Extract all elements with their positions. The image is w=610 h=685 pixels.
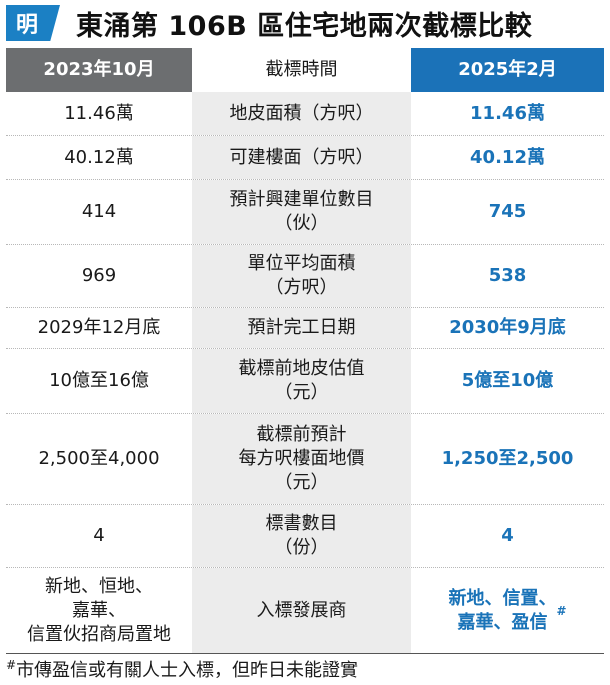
column-header-2023: 2023年10月 bbox=[6, 48, 192, 92]
page-title: 東涌第 106B 區住宅地兩次截標比較 bbox=[76, 11, 533, 42]
cell-2025: 11.46萬 bbox=[470, 102, 545, 124]
cell-2025: 4 bbox=[501, 525, 514, 546]
cell-2023: 2029年12月底 bbox=[37, 317, 161, 338]
cell-2025-developers: 新地、信置、 嘉華、盈信 # bbox=[411, 568, 604, 653]
cell-2025: 2030年9月底 bbox=[449, 317, 566, 338]
cell-2023: 40.12萬 bbox=[64, 146, 134, 168]
table-row: 2,500至4,000 截標前預計 每方呎樓面地價 （元） 1,250至2,50… bbox=[6, 414, 604, 505]
cell-2025: 745 bbox=[488, 201, 527, 222]
table-row: 969 單位平均面積 （方呎） 538 bbox=[6, 245, 604, 308]
row-label: 截標前預計 每方呎樓面地價 （元） bbox=[192, 414, 411, 504]
cell-2025: 5億至10億 bbox=[461, 370, 554, 391]
cell-2025: 40.12萬 bbox=[470, 146, 545, 168]
ming-pao-logo: 明 bbox=[6, 5, 60, 41]
footnote-mark: # bbox=[556, 603, 567, 618]
table-row: 414 預計興建單位數目 （伙） 745 bbox=[6, 180, 604, 245]
row-label: 地皮面積（方呎） bbox=[192, 92, 411, 135]
table-row: 2029年12月底 預計完工日期 2030年9月底 bbox=[6, 308, 604, 349]
cell-2023: 414 bbox=[81, 201, 117, 222]
logo-text: 明 bbox=[16, 13, 39, 38]
table-row: 11.46萬 地皮面積（方呎） 11.46萬 bbox=[6, 92, 604, 136]
row-label: 截標前地皮估值 （元） bbox=[192, 349, 411, 413]
table-row: 10億至16億 截標前地皮估值 （元） 5億至10億 bbox=[6, 349, 604, 414]
column-header-label: 截標時間 bbox=[192, 48, 411, 92]
row-label: 預計興建單位數目 （伙） bbox=[192, 180, 411, 244]
row-label: 可建樓面（方呎） bbox=[192, 136, 411, 179]
footnote: #市傳盈信或有關人士入標，但昨日未能證實 bbox=[6, 656, 358, 682]
table-row: 40.12萬 可建樓面（方呎） 40.12萬 bbox=[6, 136, 604, 180]
cell-2023: 4 bbox=[93, 525, 105, 546]
cell-2025: 1,250至2,500 bbox=[441, 448, 574, 469]
cell-2023: 2,500至4,000 bbox=[38, 448, 160, 469]
row-label: 預計完工日期 bbox=[192, 308, 411, 348]
table-row: 4 標書數目 （份） 4 bbox=[6, 505, 604, 568]
cell-2023: 11.46萬 bbox=[64, 102, 134, 124]
row-label: 入標發展商 bbox=[192, 568, 411, 653]
table-row: 新地、恒地、 嘉華、 信置伙招商局置地 入標發展商 新地、信置、 嘉華、盈信 # bbox=[6, 568, 604, 654]
table-header-row: 2023年10月 截標時間 2025年2月 bbox=[6, 48, 604, 92]
cell-2025: 538 bbox=[488, 265, 527, 286]
cell-2023: 10億至16億 bbox=[49, 370, 149, 391]
cell-2023: 969 bbox=[81, 265, 117, 286]
cell-2025-text: 新地、信置、 嘉華、盈信 bbox=[448, 587, 557, 633]
column-header-2025: 2025年2月 bbox=[411, 48, 604, 92]
footnote-mark: # bbox=[6, 658, 17, 672]
row-label: 標書數目 （份） bbox=[192, 505, 411, 567]
cell-2023: 新地、恒地、 嘉華、 信置伙招商局置地 bbox=[27, 575, 171, 645]
footnote-text: 市傳盈信或有關人士入標，但昨日未能證實 bbox=[16, 660, 359, 681]
header: 明 東涌第 106B 區住宅地兩次截標比較 bbox=[0, 0, 610, 48]
row-label: 單位平均面積 （方呎） bbox=[192, 245, 411, 307]
comparison-table: 2023年10月 截標時間 2025年2月 11.46萬 地皮面積（方呎） 11… bbox=[6, 48, 604, 654]
